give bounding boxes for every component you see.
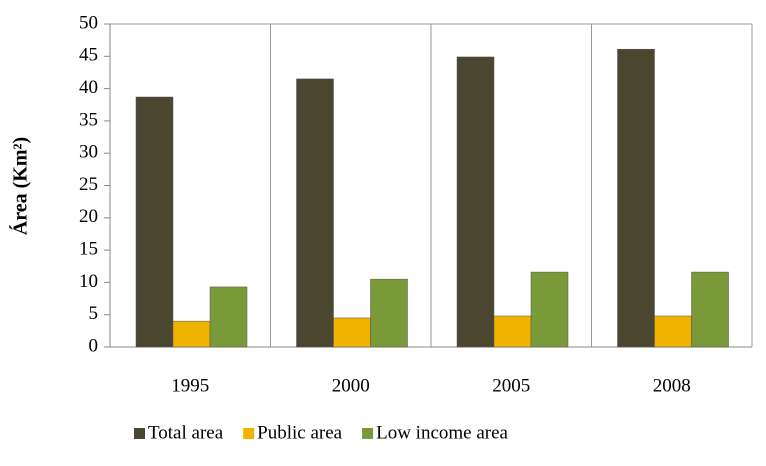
y-tick-label: 25 bbox=[79, 174, 98, 195]
bar bbox=[296, 78, 334, 348]
bar bbox=[135, 96, 174, 348]
x-tick-label: 2000 bbox=[332, 375, 370, 396]
y-tick-label: 15 bbox=[79, 238, 98, 259]
bar bbox=[493, 315, 532, 348]
bar bbox=[333, 317, 371, 348]
y-tick-label: 0 bbox=[89, 335, 99, 356]
y-tick-label: 40 bbox=[79, 77, 98, 98]
y-axis-label: Área (Km²) bbox=[9, 137, 32, 235]
y-tick-label: 20 bbox=[79, 206, 98, 227]
x-tick-label: 2008 bbox=[653, 375, 691, 396]
bar bbox=[370, 278, 408, 348]
y-tick-label: 45 bbox=[79, 45, 98, 66]
bar bbox=[456, 56, 495, 348]
x-tick-label: 2005 bbox=[492, 375, 530, 396]
y-tick-label: 35 bbox=[79, 109, 98, 130]
bar bbox=[209, 286, 248, 348]
x-tick-label: 1995 bbox=[171, 375, 209, 396]
bar bbox=[172, 320, 211, 348]
bar bbox=[691, 271, 729, 348]
y-tick-label: 5 bbox=[89, 303, 99, 324]
y-tick-label: 10 bbox=[79, 271, 98, 292]
legend-label: Public area bbox=[257, 422, 343, 443]
legend-label: Total area bbox=[148, 422, 224, 443]
legend-label: Low income area bbox=[376, 422, 508, 443]
legend-swatch bbox=[134, 428, 145, 439]
bar bbox=[530, 271, 569, 348]
y-tick-label: 50 bbox=[79, 12, 98, 33]
y-tick-label: 30 bbox=[79, 142, 98, 163]
legend-swatch bbox=[243, 428, 255, 439]
legend-swatch bbox=[362, 428, 374, 439]
bar bbox=[617, 48, 655, 348]
bar bbox=[654, 315, 692, 348]
